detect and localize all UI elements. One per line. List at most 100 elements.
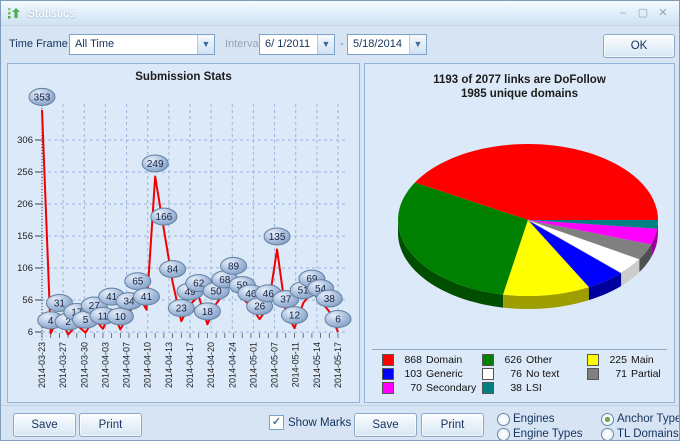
pie-slice-other bbox=[398, 182, 528, 295]
checkbox-check-icon[interactable]: ✓ bbox=[269, 415, 284, 430]
svg-text:166: 166 bbox=[156, 212, 173, 223]
app-icon bbox=[8, 7, 20, 18]
svg-text:156: 156 bbox=[17, 231, 33, 242]
legend-swatch bbox=[382, 382, 394, 394]
ok-button[interactable]: OK bbox=[603, 34, 675, 58]
show-marks-label: Show Marks bbox=[288, 416, 352, 429]
svg-text:2014-04-13: 2014-04-13 bbox=[164, 342, 174, 388]
svg-text:26: 26 bbox=[254, 302, 266, 313]
radio-anchor-type[interactable]: Anchor Type bbox=[601, 412, 680, 426]
data-mark: 353 bbox=[28, 87, 56, 106]
radio-engine-types[interactable]: Engine Types bbox=[497, 427, 601, 440]
legend-item-main: 225 Main bbox=[587, 353, 667, 367]
date-to-picker[interactable]: 5/18/2014 ▼ bbox=[347, 34, 427, 55]
radio-circle-icon[interactable] bbox=[497, 412, 510, 426]
date-from-value: 6/ 1/2011 bbox=[265, 38, 311, 50]
pie-chart-title: 1193 of 2077 links are DoFollow 1985 uni… bbox=[365, 73, 674, 101]
svg-text:49: 49 bbox=[184, 287, 196, 298]
radio-label: Anchor Type bbox=[617, 413, 680, 425]
radio-label: Engine Types bbox=[513, 428, 583, 440]
svg-text:12: 12 bbox=[289, 311, 301, 322]
svg-text:84: 84 bbox=[167, 265, 179, 276]
legend-value: 71 bbox=[615, 368, 627, 380]
svg-text:6: 6 bbox=[335, 315, 341, 326]
minimize-icon[interactable]: ‒ bbox=[619, 7, 627, 19]
anchor-type-panel: 1193 of 2077 links are DoFollow 1985 uni… bbox=[364, 63, 675, 403]
close-icon[interactable]: ✕ bbox=[658, 7, 668, 19]
legend-value: 868 bbox=[404, 354, 422, 366]
data-mark: 10 bbox=[106, 307, 134, 326]
date-from-picker[interactable]: 6/ 1/2011 ▼ bbox=[259, 34, 335, 55]
chevron-down-icon[interactable]: ▼ bbox=[317, 35, 334, 54]
svg-text:2014-05-01: 2014-05-01 bbox=[248, 342, 258, 388]
svg-text:27: 27 bbox=[89, 301, 101, 312]
legend-swatch bbox=[587, 368, 599, 380]
legend-value: 626 bbox=[504, 354, 522, 366]
radio-label: Engines bbox=[513, 413, 555, 425]
legend-value: 70 bbox=[410, 382, 422, 394]
svg-text:306: 306 bbox=[17, 135, 33, 146]
svg-text:249: 249 bbox=[147, 159, 164, 170]
radio-dot bbox=[605, 416, 610, 422]
time-frame-label: Time Frame bbox=[9, 38, 68, 50]
svg-text:206: 206 bbox=[17, 199, 33, 210]
pie-slice-lsi bbox=[528, 220, 658, 229]
pie-slice-generic bbox=[528, 220, 622, 288]
save-right-button[interactable]: Save bbox=[354, 413, 417, 437]
radio-engines[interactable]: Engines bbox=[497, 412, 601, 426]
legend-item-other: 626 Other bbox=[482, 353, 587, 367]
svg-text:23: 23 bbox=[176, 304, 188, 315]
data-mark: 65 bbox=[124, 272, 152, 291]
pie-slice-domain bbox=[414, 144, 658, 220]
pie-slice-no-text bbox=[527, 219, 640, 274]
legend-value: 76 bbox=[510, 368, 522, 380]
svg-text:2014-04-20: 2014-04-20 bbox=[206, 342, 216, 388]
data-mark: 23 bbox=[167, 299, 195, 318]
svg-text:18: 18 bbox=[202, 307, 214, 318]
radio-circle-icon[interactable] bbox=[497, 427, 510, 440]
svg-text:2014-03-30: 2014-03-30 bbox=[79, 342, 89, 388]
legend-swatch bbox=[482, 354, 494, 366]
data-mark: 135 bbox=[263, 227, 291, 246]
print-left-button[interactable]: Print bbox=[79, 413, 142, 437]
maximize-icon[interactable]: ▢ bbox=[637, 7, 649, 19]
controls-row: Time Frame All Time ▼ Interval 6/ 1/2011… bbox=[1, 26, 679, 64]
radio-label: TL Domains bbox=[617, 428, 679, 440]
legend-value: 225 bbox=[609, 354, 627, 366]
data-mark: 166 bbox=[150, 207, 178, 226]
radio-circle-icon[interactable] bbox=[601, 427, 614, 440]
legend-label: Other bbox=[526, 354, 553, 366]
print-right-button[interactable]: Print bbox=[421, 413, 484, 437]
svg-text:38: 38 bbox=[324, 294, 336, 305]
svg-text:2014-03-27: 2014-03-27 bbox=[58, 342, 68, 388]
chevron-down-icon[interactable]: ▼ bbox=[409, 35, 426, 54]
data-mark: 84 bbox=[159, 260, 187, 279]
svg-text:54: 54 bbox=[315, 284, 327, 295]
legend-swatch bbox=[482, 368, 494, 380]
legend-value: 38 bbox=[510, 382, 522, 394]
title-bar[interactable]: Statistics ‒ ▢ ✕ bbox=[1, 1, 679, 26]
svg-text:5: 5 bbox=[83, 315, 89, 326]
svg-text:6: 6 bbox=[28, 327, 33, 338]
svg-text:11: 11 bbox=[98, 311, 109, 322]
svg-text:2014-04-07: 2014-04-07 bbox=[122, 342, 132, 388]
interval-label: Interval bbox=[225, 38, 262, 50]
legend-label: LSI bbox=[526, 382, 542, 394]
radio-tl-domains[interactable]: TL Domains bbox=[601, 427, 679, 440]
svg-text:2014-05-17: 2014-05-17 bbox=[333, 342, 343, 388]
svg-text:59: 59 bbox=[237, 281, 249, 292]
svg-text:37: 37 bbox=[280, 295, 292, 306]
radio-circle-icon[interactable] bbox=[601, 412, 614, 426]
svg-text:41: 41 bbox=[141, 292, 153, 303]
data-mark: 12 bbox=[280, 306, 308, 325]
time-frame-select[interactable]: All Time ▼ bbox=[69, 34, 215, 55]
chevron-down-icon[interactable]: ▼ bbox=[197, 35, 214, 54]
svg-text:2014-04-17: 2014-04-17 bbox=[185, 342, 195, 388]
save-left-button[interactable]: Save bbox=[13, 413, 76, 437]
pie-slice-main bbox=[503, 220, 589, 296]
show-marks-checkbox[interactable]: ✓ Show Marks bbox=[269, 415, 351, 430]
legend-item-lsi: 38 LSI bbox=[482, 381, 587, 395]
svg-text:41: 41 bbox=[106, 292, 118, 303]
legend-item-partial: 71 Partial bbox=[587, 367, 667, 381]
